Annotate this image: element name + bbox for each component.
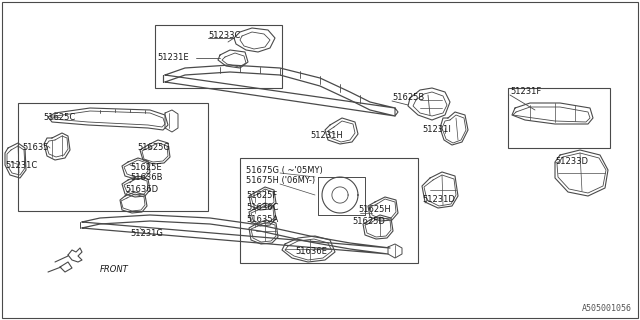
Text: 51625H: 51625H [358,205,391,214]
Text: 51675G ( ~'05MY): 51675G ( ~'05MY) [246,165,323,174]
Bar [155,25,282,88]
Text: 51625D: 51625D [352,218,385,227]
Text: 51625C: 51625C [43,113,76,122]
Text: 51636B: 51636B [130,173,163,182]
Text: 51625E: 51625E [130,164,162,172]
Text: 51231C: 51231C [5,161,37,170]
Text: 51635: 51635 [22,143,49,153]
Text: A505001056: A505001056 [582,304,632,313]
Text: 51625F: 51625F [246,190,277,199]
Text: 51625G: 51625G [137,143,170,153]
Text: 51675H ('06MY-): 51675H ('06MY-) [246,177,315,186]
Text: 51231F: 51231F [510,87,541,97]
Text: 51233D: 51233D [555,157,588,166]
Text: 51231D: 51231D [422,196,455,204]
Text: 51231E: 51231E [157,53,189,62]
Text: 51636D: 51636D [125,185,158,194]
Text: 51231G: 51231G [130,228,163,237]
Bar [508,88,610,148]
Text: 51625B: 51625B [392,92,424,101]
Text: 51636E: 51636E [295,247,327,257]
Text: 51231I: 51231I [422,125,451,134]
Text: 51636C: 51636C [246,203,278,212]
Text: 51635A: 51635A [246,215,278,225]
Text: 51231H: 51231H [310,131,343,140]
Text: FRONT: FRONT [100,266,129,275]
Text: 51233C: 51233C [208,30,241,39]
Bar [240,158,418,263]
Bar [18,103,208,211]
